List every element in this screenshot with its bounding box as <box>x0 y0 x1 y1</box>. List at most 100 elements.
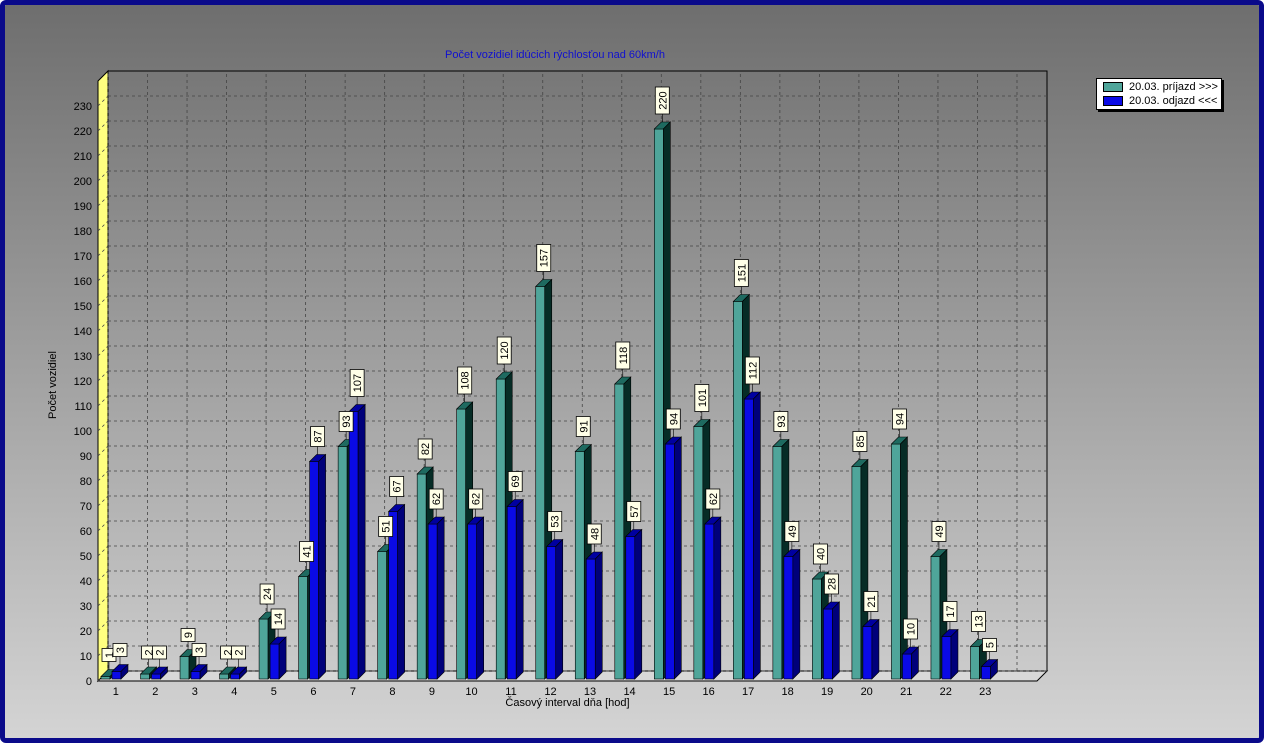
data-label-odjazd-box <box>784 521 800 542</box>
bar-prijazd-front <box>614 383 625 680</box>
bar-odjazd-front <box>269 643 280 680</box>
y-tick-label: 80 <box>80 476 92 488</box>
grid-line-diag <box>97 420 109 432</box>
bar-odjazd-front <box>506 506 517 680</box>
data-label-prijazd: 151 <box>736 264 748 282</box>
y-tick-label: 130 <box>74 351 92 363</box>
bar-odjazd-front <box>309 461 319 680</box>
bar-prijazd-front <box>140 673 150 680</box>
bar-prijazd-side <box>900 436 908 680</box>
grid-line-diag <box>97 395 109 407</box>
x-tick-label: 16 <box>702 686 714 698</box>
data-label-odjazd: 48 <box>589 528 601 540</box>
x-tick-label: 12 <box>544 686 556 698</box>
data-label-prijazd-box <box>971 611 986 632</box>
bar-odjazd <box>822 601 841 680</box>
data-label-prijazd: 40 <box>815 548 827 560</box>
y-tick-label: 0 <box>86 676 92 688</box>
data-label-odjazd-box <box>152 645 167 660</box>
data-label-odjazd: 28 <box>826 578 838 590</box>
bar-odjazd-side <box>199 663 208 680</box>
data-label-prijazd-box <box>417 438 433 460</box>
bar-odjazd-front <box>823 608 833 680</box>
bar-odjazd <box>585 551 603 680</box>
y-axis: 0 10 20 30 40 50 60 70 80 90 100 110 120 130 140 150 160… <box>74 101 92 688</box>
data-label-prijazd-box <box>338 411 354 432</box>
y-axis-label: Počet vozidiel <box>47 351 59 419</box>
grid-line-diag <box>97 520 109 532</box>
data-label-prijazd: 9 <box>183 632 195 638</box>
grid-line-diag <box>97 170 109 182</box>
grid-line-diag <box>97 495 109 507</box>
grid-line-diag <box>97 145 109 157</box>
bar-prijazd-front <box>693 426 704 680</box>
bar-prijazd-front <box>179 656 190 680</box>
bar-odjazd-side <box>713 516 722 680</box>
data-label-odjazd-box <box>665 408 681 430</box>
data-label-prijazd-box <box>378 516 394 537</box>
grid-line-diag <box>97 570 109 582</box>
bar-odjazd <box>664 436 683 680</box>
bar-odjazd-side <box>120 663 129 680</box>
bar-prijazd-front <box>377 551 387 680</box>
data-label-odjazd-box <box>705 488 721 510</box>
legend-label-odjazd: 20.03. odjazd <<< <box>1129 95 1218 107</box>
x-tick-label: 5 <box>271 686 277 698</box>
data-label-odjazd-box <box>903 618 918 640</box>
x-tick-label: 20 <box>861 686 873 698</box>
bar-odjazd-front <box>902 653 912 680</box>
data-label-odjazd: 62 <box>708 493 720 505</box>
legend-swatch-prijazd <box>1103 82 1123 93</box>
bar-odjazd <box>546 538 564 680</box>
bar-odjazd-front <box>348 411 359 680</box>
grid-line-diag <box>97 220 109 232</box>
data-label-prijazd-box <box>852 431 868 452</box>
data-label-prijazd: 24 <box>262 588 274 600</box>
data-label-odjazd: 57 <box>629 505 641 517</box>
grid-line-diag <box>97 320 109 332</box>
bar-odjazd <box>466 516 485 680</box>
bar-odjazd-side <box>792 548 801 680</box>
y-tick-label: 60 <box>80 526 92 538</box>
legend-item-prijazd: 20.03. príjazd >>> <box>1103 81 1218 94</box>
x-axis-label: Časový interval dňa [hod] <box>505 697 630 709</box>
bar-odjazd-side <box>753 391 761 680</box>
bar-prijazd <box>890 436 909 680</box>
grid-line-diag <box>97 470 109 482</box>
bar-odjazd-side <box>674 436 682 680</box>
data-label-prijazd-box <box>575 416 591 437</box>
data-label-odjazd-box <box>231 645 246 660</box>
bar-odjazd-side <box>594 551 603 680</box>
x-tick-label: 19 <box>821 686 833 698</box>
bar-odjazd <box>506 498 524 680</box>
bar-odjazd-front <box>941 636 952 680</box>
bar-odjazd-side <box>397 503 405 680</box>
bar-odjazd-side <box>634 528 643 680</box>
y-tick-label: 90 <box>80 451 92 463</box>
bar-prijazd-front <box>219 673 229 680</box>
bar-odjazd-front <box>981 666 991 680</box>
data-label-prijazd: 51 <box>381 520 393 532</box>
bars <box>100 121 999 680</box>
bar-odjazd-front <box>230 673 240 680</box>
y-tick-label: 10 <box>80 651 92 663</box>
grid-line-diag <box>97 620 109 632</box>
data-label-odjazd-box <box>112 643 128 657</box>
data-label-prijazd-box <box>654 86 670 115</box>
bar-odjazd <box>862 618 880 680</box>
data-label-prijazd-box <box>457 366 473 395</box>
bar-prijazd-front <box>258 618 269 680</box>
bar-odjazd <box>704 516 722 680</box>
data-label-odjazd: 10 <box>905 623 917 635</box>
bar-odjazd-front <box>862 626 873 680</box>
y-tick-label: 120 <box>74 376 92 388</box>
bar-odjazd-front <box>625 536 636 680</box>
bar-odjazd <box>625 528 643 680</box>
y-tick-label: 20 <box>80 626 92 638</box>
y-tick-label: 110 <box>74 401 92 413</box>
bar-prijazd-front <box>970 646 980 680</box>
data-label-prijazd-box <box>180 628 196 642</box>
bar-prijazd-front <box>416 473 427 680</box>
bar-prijazd-front <box>495 378 506 680</box>
